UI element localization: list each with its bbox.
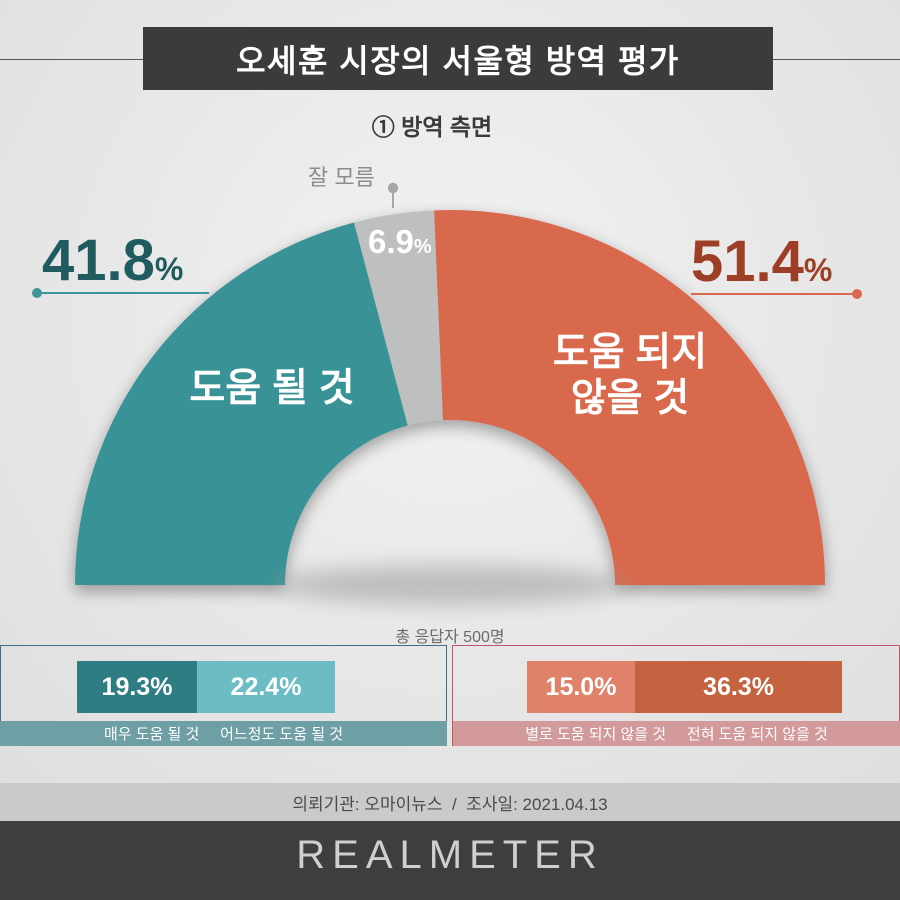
svg-text:도움 될 것: 도움 될 것	[189, 367, 354, 410]
svg-text:41.8%: 41.8%	[42, 228, 183, 293]
svg-text:총 응답자 500명: 총 응답자 500명	[395, 628, 504, 646]
svg-text:잘 모름: 잘 모름	[308, 165, 375, 190]
svg-text:도움 되지: 도움 되지	[553, 331, 707, 374]
svg-text:51.4%: 51.4%	[691, 229, 832, 294]
svg-text:않을 것: 않을 것	[571, 377, 689, 420]
